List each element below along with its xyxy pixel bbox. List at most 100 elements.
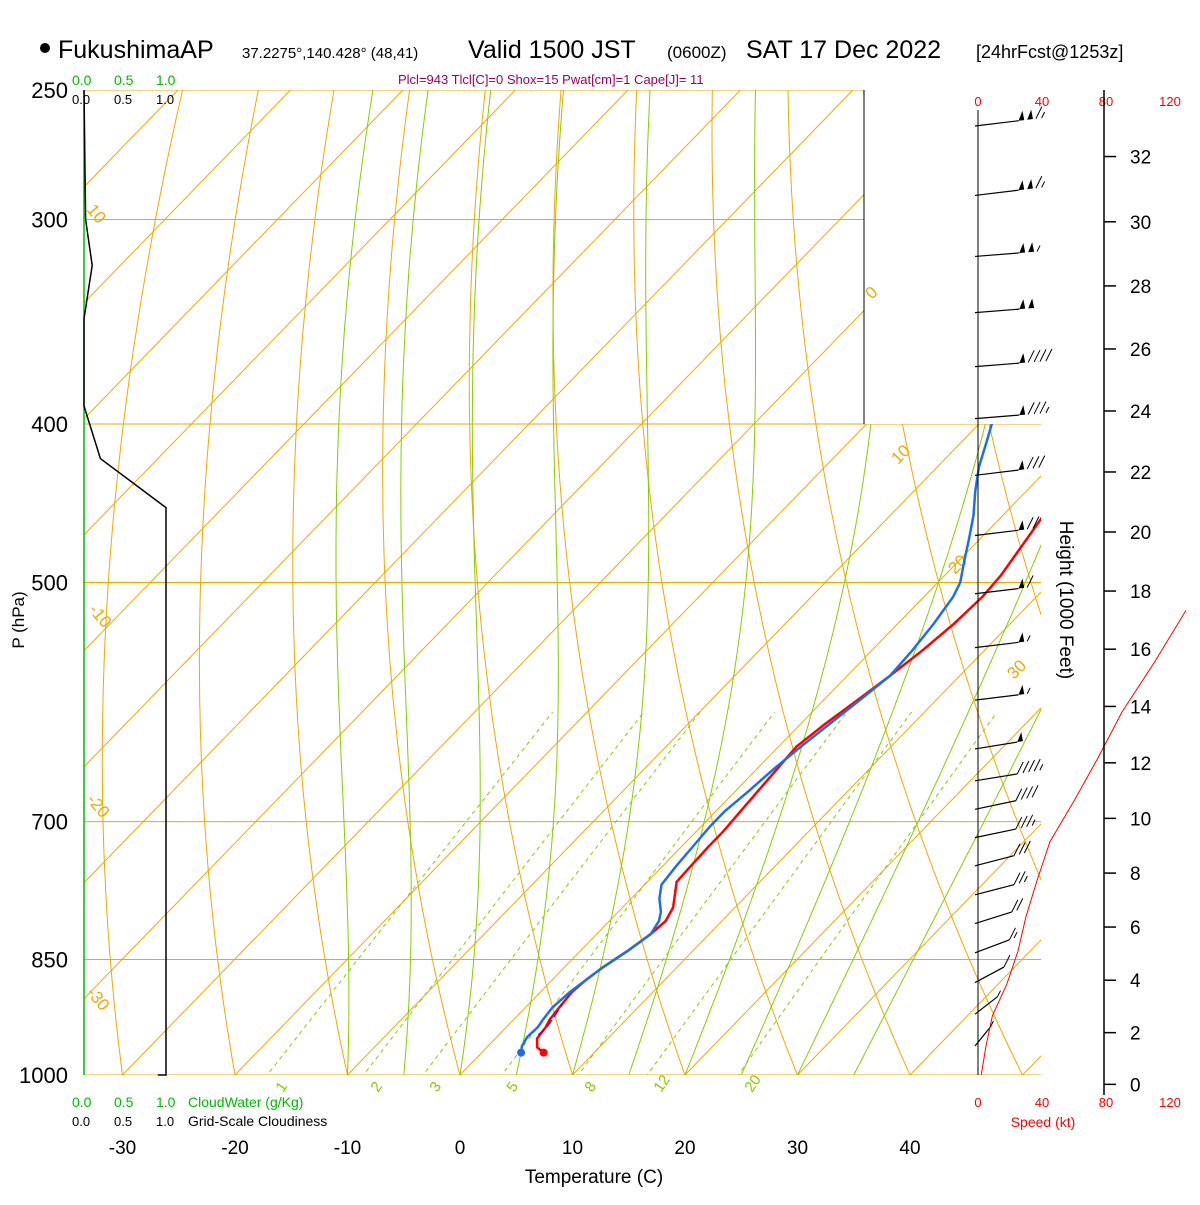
wind-barb-staff: [975, 940, 1009, 953]
temperature-tick-label: -20: [221, 1138, 248, 1159]
wind-barb-staff: [975, 774, 1017, 781]
height-tick-label: 20: [1130, 523, 1151, 544]
wind-barb-flag: [1036, 176, 1042, 188]
wind-barb-staff: [975, 829, 1016, 838]
wind-barb-pennant: [1018, 520, 1024, 530]
pressure-tick-label: 1000: [19, 1063, 68, 1088]
wind-barb-flag: [1034, 759, 1040, 771]
wind-barb-flag: [1039, 456, 1045, 468]
wind-barb-staff: [975, 309, 1019, 313]
wind-barb: [975, 242, 1040, 256]
mixing-ratio-line: [397, 712, 700, 1110]
wind-barb-flag: [1027, 815, 1033, 827]
wind-barb-pennant: [1027, 110, 1033, 120]
mixing-ratio-label: 12: [650, 1072, 673, 1095]
pressure-tick-label: 250: [31, 78, 68, 103]
wind-barb-pennant: [1019, 405, 1025, 415]
height-tick-label: 24: [1130, 402, 1152, 423]
wind-barb-pennant: [1018, 632, 1024, 642]
station-marker-icon: [40, 43, 50, 53]
station-coords: 37.2275°,140.428° (48,41): [242, 45, 418, 62]
cloudwater-tick-label: 0.5: [114, 1094, 134, 1110]
wind-barb: [975, 517, 1039, 536]
wind-barb-staff: [975, 967, 1004, 983]
wind-barb-half-flag: [1024, 876, 1027, 882]
isotherm-label: -30: [83, 983, 113, 1014]
speed-tick-label: 80: [1099, 94, 1113, 109]
speed-tick-label: 80: [1099, 1095, 1113, 1110]
height-tick-label: 0: [1130, 1075, 1141, 1096]
wind-barb-half-flag: [1040, 764, 1043, 770]
wind-barb-staff: [975, 190, 1018, 195]
height-tick-label: 12: [1130, 754, 1151, 775]
height-axis-label: Height (1000 Feet): [1055, 521, 1076, 679]
cloudwater-tick-label: 0.5: [114, 72, 134, 88]
pressure-tick-label: 850: [31, 948, 68, 973]
mixing-ratio-label: 2: [367, 1079, 386, 1096]
station-name: FukushimaAP: [58, 36, 214, 64]
wind-barb-pennant: [1018, 579, 1024, 589]
wind-barb: [975, 176, 1045, 195]
height-tick-label: 18: [1130, 582, 1151, 603]
pressure-tick-label: 400: [31, 412, 68, 437]
wind-barb-staff: [975, 121, 1018, 126]
wind-barb-pennant: [1027, 179, 1033, 189]
wind-barb-staff: [975, 801, 1016, 810]
isotherm-label: -10: [85, 600, 115, 631]
cloudwater-axis-label: CloudWater (g/Kg): [188, 1094, 303, 1110]
wind-barb-flag: [1023, 761, 1029, 773]
mixing-ratio-line: [714, 712, 997, 1110]
mixing-ratio-line: [622, 712, 911, 1110]
height-tick-label: 6: [1130, 918, 1141, 939]
dry-adiabat-line: [199, 61, 264, 1110]
wind-barb: [975, 759, 1043, 781]
pressure-tick-label: 700: [31, 810, 68, 835]
wind-barb-pennant: [1028, 298, 1034, 308]
wind-barb: [975, 871, 1027, 894]
wind-barb-pennant: [1018, 460, 1024, 470]
wind-barb-half-flag: [998, 991, 1001, 997]
wind-barb-staff: [975, 530, 1018, 535]
speed-axis-label: Speed (kt): [1011, 1114, 1076, 1130]
dry-adiabat-line: [712, 61, 926, 1110]
cloudwater-tick-label: 1.0: [156, 1094, 176, 1110]
wind-barb-staff: [975, 856, 1014, 866]
wind-barb-flag: [1040, 401, 1046, 413]
cloudiness-axis-label: Grid-Scale Cloudiness: [188, 1113, 327, 1129]
wind-barb-half-flag: [1027, 688, 1030, 694]
x-axis-label: Temperature (C): [525, 1167, 663, 1188]
cloudiness-tick-label: 0.5: [114, 92, 132, 107]
wind-barb-flag: [1016, 789, 1022, 801]
wind-speed-line: [981, 610, 1186, 1075]
cloudiness-tick-label: 1.0: [156, 1114, 174, 1129]
wind-barb-flag: [1034, 402, 1040, 414]
stability-indices: Plcl=943 Tlcl[C]=0 Shox=15 Pwat[cm]=1 Ca…: [398, 72, 704, 87]
wind-barb-pennant: [1028, 242, 1034, 252]
mixing-ratio-label: 5: [503, 1079, 522, 1096]
temperature-tick-label: 40: [899, 1138, 920, 1159]
wind-barb-staff: [975, 742, 1017, 749]
temperature-tick-label: 10: [562, 1138, 583, 1159]
dry-adiabat-line: [102, 61, 189, 1110]
wind-barb-flag: [1004, 955, 1010, 967]
surface-dewpoint-marker: [517, 1049, 525, 1057]
wind-barb-flag: [1033, 456, 1039, 468]
speed-tick-label: 0: [974, 1095, 981, 1110]
height-tick-label: 10: [1130, 809, 1151, 830]
wind-barb: [975, 841, 1030, 866]
wind-barb: [975, 685, 1030, 700]
wind-barb-flag: [1028, 350, 1034, 362]
dry-adiabat-line: [1162, 61, 1200, 1110]
wind-barb-half-flag: [1032, 820, 1035, 826]
wind-barb-half-flag: [1042, 181, 1045, 187]
wind-barb-pennant: [1019, 299, 1025, 309]
speed-tick-label: 120: [1159, 1095, 1181, 1110]
wind-barb-flag: [1027, 786, 1033, 798]
wind-barb-staff: [975, 253, 1019, 257]
temperature-tick-label: 20: [674, 1138, 695, 1159]
dry-adiabat-line: [293, 61, 356, 1110]
wind-barb-flag: [1021, 788, 1027, 800]
isotherm-label: 10: [83, 200, 110, 227]
